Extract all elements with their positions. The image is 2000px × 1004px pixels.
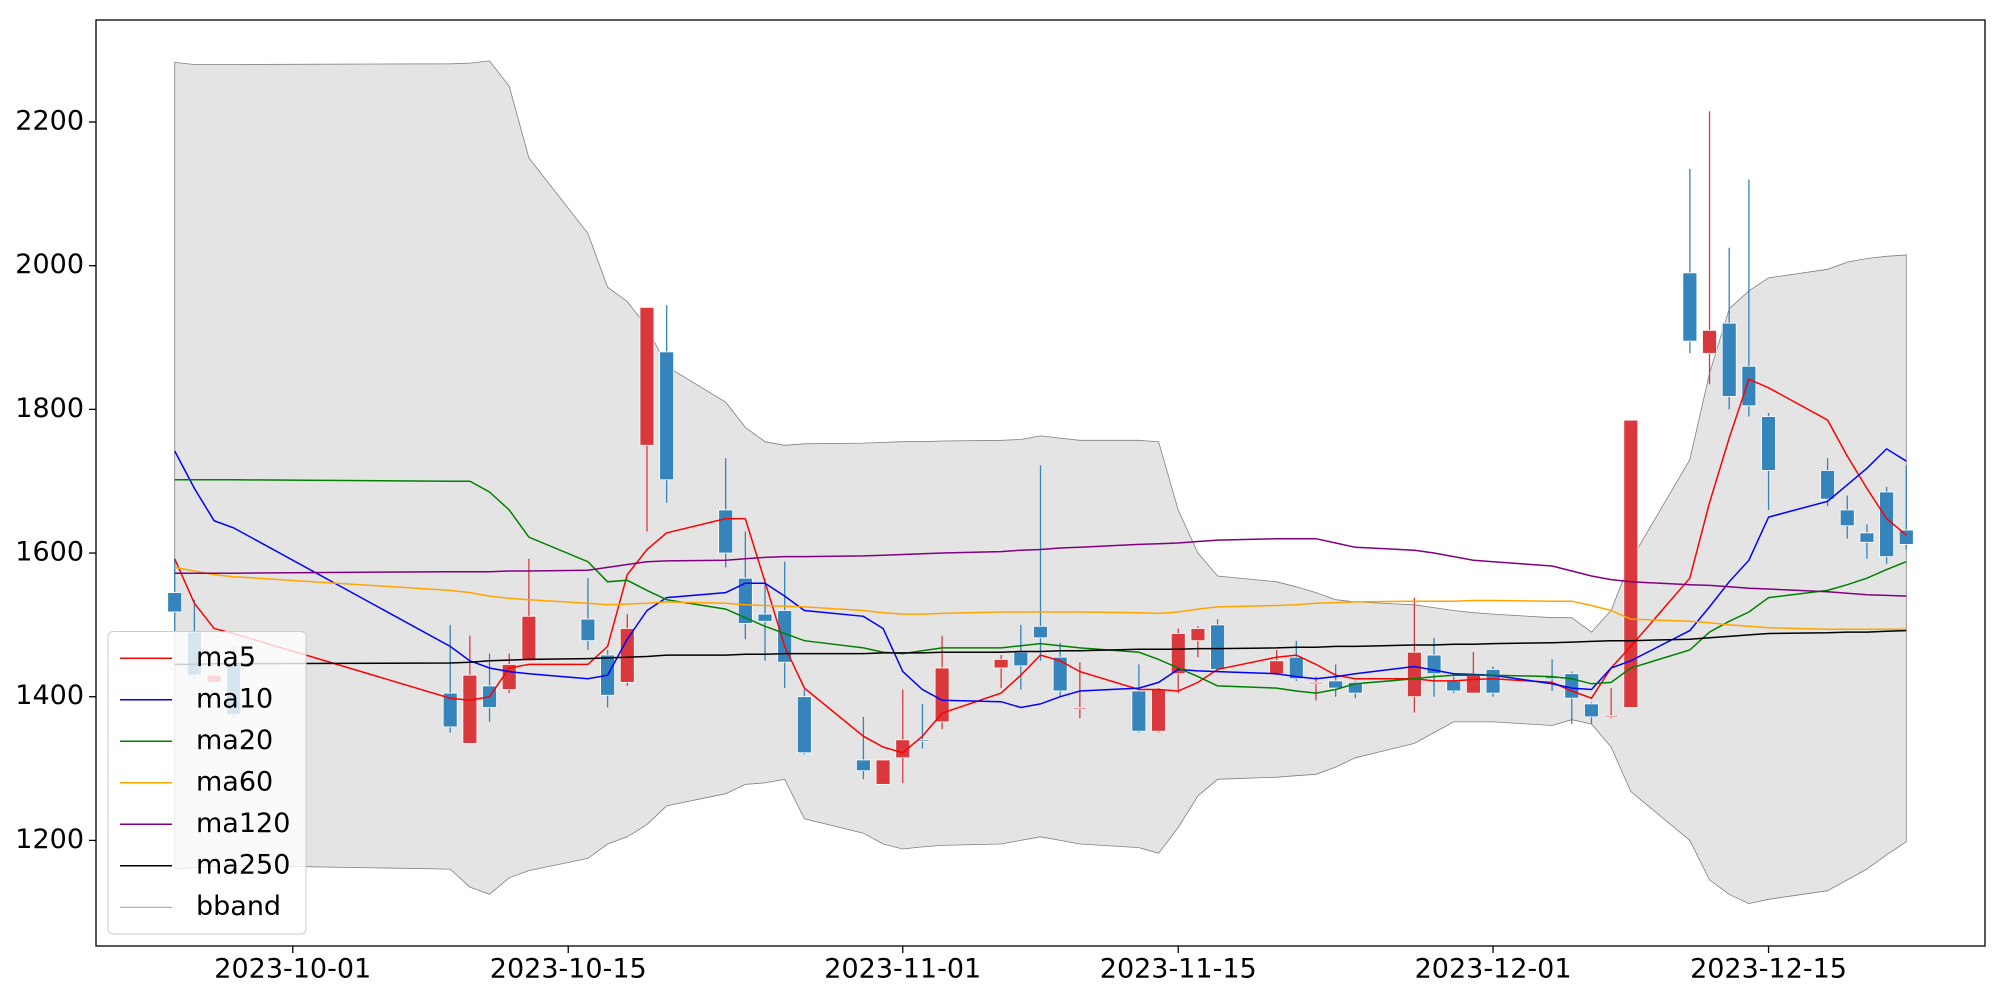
candle-body bbox=[993, 658, 1009, 669]
legend: ma5 ma10 ma20 ma60 ma120 ma250 bband bbox=[107, 631, 307, 935]
legend-label: ma20 bbox=[196, 725, 273, 756]
candle-body bbox=[1052, 656, 1068, 692]
candle-body bbox=[796, 696, 812, 754]
candle-body bbox=[1033, 625, 1048, 639]
y-tick-label: 1400 bbox=[15, 680, 84, 711]
candle-body bbox=[1210, 624, 1225, 670]
legend-label: ma250 bbox=[196, 849, 290, 880]
y-tick-label: 1200 bbox=[15, 824, 84, 855]
candle-body bbox=[1603, 714, 1619, 718]
x-tick-label: 2023-11-01 bbox=[824, 954, 981, 985]
candle-body bbox=[1623, 419, 1639, 708]
candle-body bbox=[757, 613, 773, 622]
candle-body bbox=[1820, 470, 1835, 500]
y-tick-label: 1800 bbox=[15, 393, 84, 424]
candle-body bbox=[1131, 690, 1147, 732]
x-tick-label: 2023-11-15 bbox=[1100, 954, 1257, 985]
y-tick-label: 2000 bbox=[15, 249, 84, 280]
candle-body bbox=[639, 306, 655, 446]
candle-body bbox=[1347, 681, 1363, 694]
candle-body bbox=[1761, 416, 1776, 471]
candle-body bbox=[1013, 651, 1029, 667]
ma-line bbox=[174, 537, 1907, 597]
candle-body bbox=[718, 509, 734, 554]
ma-line bbox=[174, 447, 1907, 709]
x-tick-label: 2023-10-01 bbox=[214, 954, 371, 985]
candle-body bbox=[1741, 365, 1757, 407]
candle-body bbox=[1859, 532, 1875, 543]
candle-body bbox=[1485, 669, 1501, 694]
ma-line bbox=[174, 479, 1907, 694]
candle-body bbox=[1288, 656, 1304, 680]
candle-body bbox=[1839, 509, 1855, 527]
candle-body bbox=[1190, 628, 1206, 642]
candle-body bbox=[1721, 322, 1737, 397]
candle-body bbox=[1446, 680, 1462, 692]
x-tick-label: 2023-12-15 bbox=[1690, 954, 1847, 985]
candle-body bbox=[659, 351, 675, 481]
candle-body bbox=[1072, 707, 1088, 710]
y-tick-label: 1600 bbox=[15, 537, 84, 568]
candle-body bbox=[1269, 660, 1285, 675]
candle-body bbox=[462, 674, 478, 744]
candle-body bbox=[1564, 673, 1580, 699]
candle-body bbox=[875, 759, 891, 785]
candle-body bbox=[1170, 633, 1186, 675]
candle-body bbox=[895, 739, 911, 759]
legend-label: ma120 bbox=[196, 808, 290, 839]
candle-body bbox=[619, 628, 635, 683]
legend-label: ma5 bbox=[196, 642, 256, 673]
candle-body bbox=[521, 615, 537, 662]
candle-body bbox=[1406, 651, 1422, 698]
legend-label: ma60 bbox=[196, 766, 273, 797]
candle-body bbox=[1151, 689, 1166, 732]
y-tick-label: 2200 bbox=[15, 106, 84, 137]
candle-body bbox=[442, 692, 458, 728]
candle-body bbox=[167, 592, 183, 613]
legend-label: bband bbox=[196, 891, 281, 922]
x-tick-label: 2023-12-01 bbox=[1415, 954, 1572, 985]
legend-label: ma10 bbox=[196, 683, 273, 714]
candle-body bbox=[1328, 680, 1344, 689]
candle-body bbox=[1682, 272, 1698, 342]
legend-box bbox=[107, 631, 307, 935]
candle-body bbox=[1879, 491, 1895, 558]
candle-body bbox=[915, 739, 930, 742]
ma-line bbox=[174, 378, 1907, 754]
candle-body bbox=[1702, 329, 1717, 354]
candle-body bbox=[856, 759, 871, 772]
ma-line bbox=[174, 629, 1907, 666]
candle-body bbox=[1308, 681, 1324, 685]
x-tick-label: 2023-10-15 bbox=[490, 954, 647, 985]
candle-body bbox=[580, 618, 596, 642]
axes-frame bbox=[95, 19, 1986, 947]
candle-body bbox=[1465, 673, 1481, 694]
plot-area bbox=[167, 60, 1914, 905]
ma-line bbox=[174, 566, 1907, 630]
candle-body bbox=[737, 577, 753, 624]
candle-body bbox=[1584, 703, 1599, 718]
candle-body bbox=[934, 667, 950, 723]
candle-body bbox=[1898, 529, 1914, 545]
